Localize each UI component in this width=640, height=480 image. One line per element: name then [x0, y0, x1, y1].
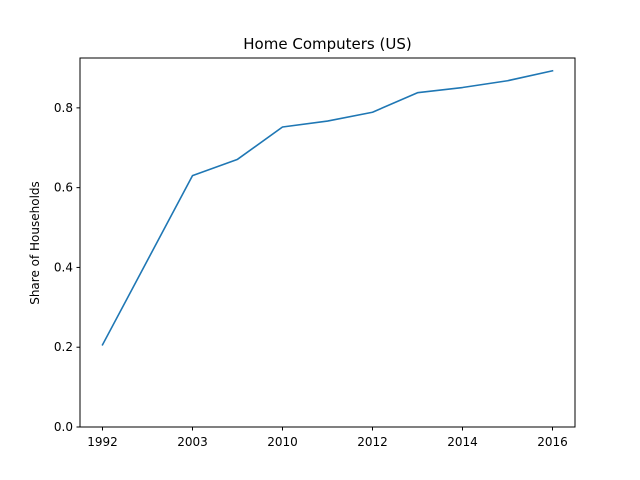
y-tick-label: 0.8: [54, 101, 73, 115]
plot-area: 0.0 0.2 0.4 0.6 0.8 1992 2003 2010 2012 2014 2016: [54, 69, 568, 449]
y-tick-label: 0.2: [54, 340, 73, 354]
series-line: [101, 69, 554, 346]
x-tick-label: 2012: [357, 435, 388, 449]
y-tick-label: 0.6: [54, 181, 73, 195]
x-tick-label: 2016: [537, 435, 568, 449]
y-axis-label: Share of Households: [28, 181, 42, 305]
y-tick-label: 0.0: [54, 420, 73, 434]
y-tick-label: 0.4: [54, 260, 73, 274]
chart-title: Home Computers (US): [243, 35, 411, 53]
x-tick-label: 1992: [87, 435, 118, 449]
x-tick-label: 2014: [447, 435, 478, 449]
x-tick-label: 2010: [267, 435, 298, 449]
axes-frame: [79, 57, 576, 428]
x-tick-label: 2003: [177, 435, 208, 449]
